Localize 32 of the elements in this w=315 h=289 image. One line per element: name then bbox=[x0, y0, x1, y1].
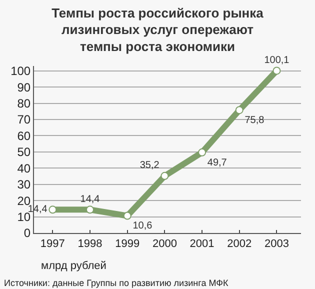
data-label: 35,2 bbox=[140, 160, 160, 172]
x-tick-label: 1999 bbox=[115, 238, 140, 250]
text: млрд рублей bbox=[41, 260, 106, 272]
y-tick-label: 80 bbox=[17, 96, 31, 110]
data-label: 10,6 bbox=[132, 220, 153, 232]
x-tick-label: 1998 bbox=[78, 238, 102, 250]
x-tick-label: 2001 bbox=[190, 238, 214, 250]
point bbox=[198, 148, 206, 156]
data-label: 49,7 bbox=[207, 157, 228, 168]
text: Источники: данные Группы по развитию лизинга МФК bbox=[4, 278, 229, 288]
chart-title: Темпы роста российского рынка лизинговых услуг опережают темпы роста экономики bbox=[52, 5, 264, 54]
y-tick-label: 40 bbox=[17, 161, 31, 176]
y-tick-label: 60 bbox=[17, 128, 31, 143]
x-tick-label: 2002 bbox=[227, 238, 252, 250]
y-tick-label: 90 bbox=[17, 80, 31, 94]
point bbox=[123, 212, 132, 220]
y-tick-label: 50 bbox=[17, 145, 31, 160]
point bbox=[86, 206, 94, 214]
y-tick-label: 100 bbox=[10, 64, 31, 78]
y-tick-label: 0 bbox=[24, 226, 31, 240]
data-label: 14,4 bbox=[80, 194, 100, 205]
x-tick-label: 2003 bbox=[264, 238, 289, 250]
point bbox=[48, 206, 57, 214]
data-label: 100,1 bbox=[264, 54, 290, 66]
y-tick-label: 70 bbox=[17, 112, 31, 127]
x-tick-label: 2000 bbox=[152, 238, 177, 250]
point bbox=[272, 66, 281, 75]
x-tick-label: 1997 bbox=[40, 238, 65, 250]
point bbox=[235, 106, 244, 114]
y-tick-label: 30 bbox=[17, 178, 31, 192]
data-label: 75,8 bbox=[244, 114, 265, 126]
point bbox=[160, 172, 169, 180]
